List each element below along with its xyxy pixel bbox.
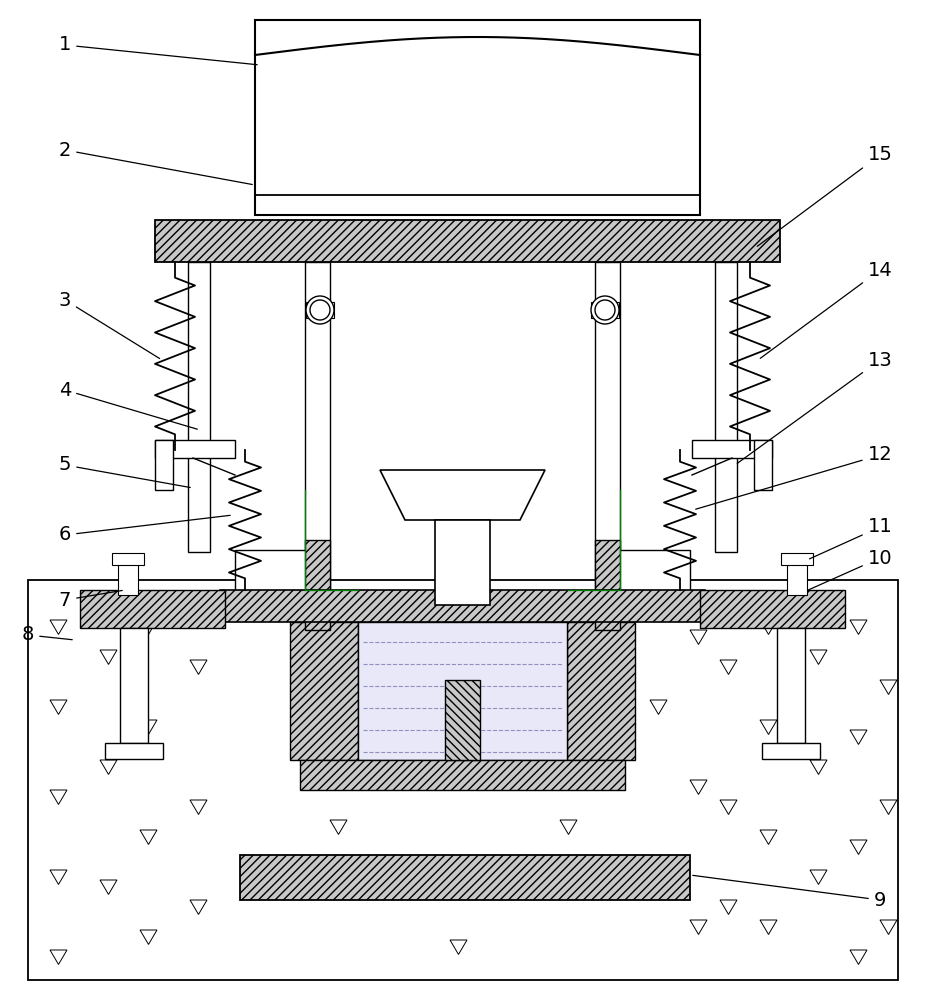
Bar — [777, 628, 805, 743]
Text: 3: 3 — [59, 290, 160, 359]
Bar — [700, 590, 845, 628]
Text: 12: 12 — [696, 446, 893, 509]
Bar — [188, 262, 210, 552]
Bar — [305, 540, 330, 630]
Bar — [155, 220, 780, 262]
Bar — [80, 590, 225, 628]
Bar — [28, 580, 898, 980]
Bar — [155, 440, 173, 490]
Bar — [692, 440, 772, 458]
Text: 1: 1 — [59, 35, 257, 65]
Bar — [240, 855, 690, 900]
Bar — [762, 743, 820, 759]
Bar — [595, 262, 620, 632]
Text: 5: 5 — [59, 456, 191, 488]
Polygon shape — [380, 470, 545, 520]
Text: 8: 8 — [22, 626, 72, 645]
Bar — [112, 553, 144, 565]
Bar — [715, 262, 737, 552]
Bar — [118, 560, 138, 595]
Bar — [220, 590, 705, 622]
Text: 13: 13 — [737, 351, 893, 463]
Bar — [105, 743, 163, 759]
Bar — [610, 550, 690, 600]
Bar — [120, 628, 148, 743]
Bar — [235, 550, 315, 600]
Bar — [435, 520, 490, 605]
Polygon shape — [306, 302, 334, 318]
Text: 4: 4 — [59, 380, 197, 429]
Text: 2: 2 — [59, 140, 253, 184]
Circle shape — [306, 296, 334, 324]
Bar — [754, 440, 772, 490]
Bar — [781, 553, 813, 565]
Text: 7: 7 — [59, 590, 122, 609]
Bar — [595, 540, 620, 630]
Bar — [445, 680, 480, 760]
Text: 9: 9 — [693, 875, 886, 910]
Bar — [305, 262, 330, 632]
Text: 11: 11 — [809, 518, 893, 559]
Circle shape — [591, 296, 619, 324]
Bar — [155, 440, 235, 458]
Bar — [787, 560, 807, 595]
Bar — [358, 622, 567, 760]
Polygon shape — [591, 302, 619, 318]
Text: 10: 10 — [808, 548, 893, 590]
Bar — [300, 760, 625, 790]
Bar — [567, 622, 635, 760]
Bar — [290, 622, 358, 760]
Text: 14: 14 — [760, 260, 893, 358]
Text: 15: 15 — [758, 145, 893, 246]
Text: 6: 6 — [59, 515, 230, 544]
Bar — [255, 20, 700, 215]
